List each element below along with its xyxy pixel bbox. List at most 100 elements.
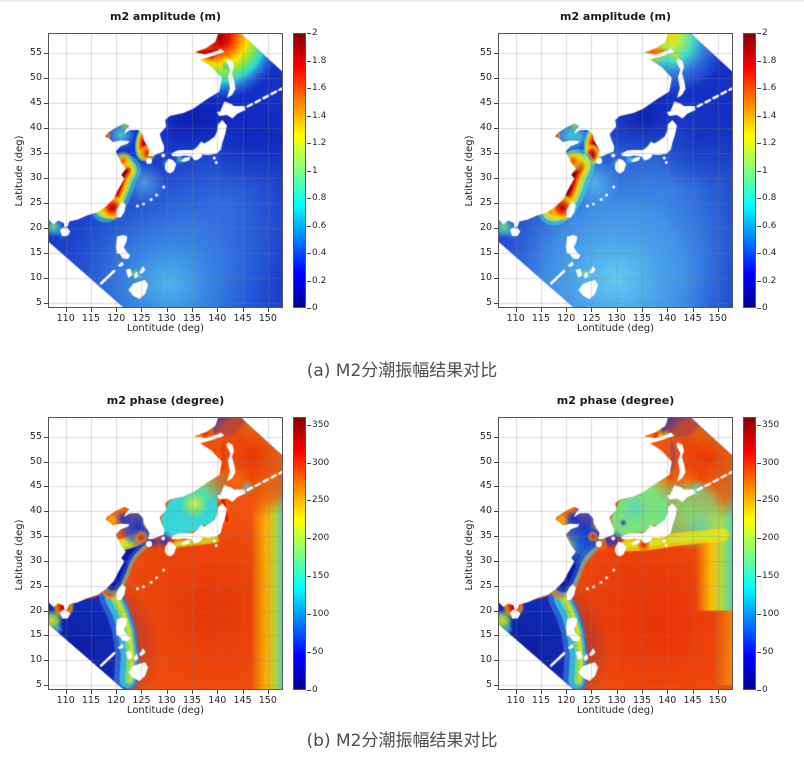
y-tick-label: 10 (29, 654, 42, 666)
x-tick-mark (217, 690, 219, 694)
colorbar-tick-label: 0 (762, 303, 768, 313)
colorbar-tick-mark (307, 143, 311, 144)
colorbar (293, 33, 306, 308)
x-tick-label: 140 (658, 313, 677, 324)
y-tick-label: 5 (485, 297, 492, 308)
x-tick-mark (616, 308, 618, 312)
x-tick-label: 145 (233, 695, 252, 706)
y-tick-label: 20 (479, 222, 492, 233)
y-tick-mark (44, 536, 48, 538)
x-tick-label: 150 (258, 695, 277, 706)
colorbar-tick-label: 0.2 (312, 275, 327, 286)
colorbar-tick-label: 150 (312, 571, 330, 582)
page-top-divider (0, 0, 804, 2)
colorbar-tick-mark (757, 253, 761, 254)
y-tick-mark (44, 228, 48, 229)
colorbar-tick-mark (307, 308, 311, 309)
x-tick-label: 115 (81, 695, 101, 706)
x-tick-mark (90, 308, 92, 312)
colorbar-tick-label: 1.6 (762, 83, 777, 93)
colorbar-tick-label: 0 (762, 685, 768, 695)
x-tick-mark (116, 308, 118, 312)
y-tick-label: 25 (29, 197, 42, 208)
y-tick-mark (44, 253, 48, 254)
colorbar-tick-mark (307, 60, 311, 62)
colorbar (743, 33, 756, 308)
y-tick-label: 30 (29, 554, 42, 566)
colorbar-tick-label: 100 (312, 609, 330, 620)
colorbar-tick-label: 200 (312, 533, 330, 544)
y-tick-mark (494, 178, 498, 179)
colorbar-tick-mark (757, 500, 761, 502)
colorbar-tick-label: 1.2 (312, 138, 327, 148)
colorbar-tick-mark (757, 225, 761, 227)
y-tick-mark (494, 53, 498, 54)
colorbar-tick-mark (757, 652, 761, 654)
colorbar-tick-label: 50 (312, 647, 324, 658)
y-tick-label: 55 (29, 430, 42, 442)
caption-b: (b) M2分潮振幅结果对比 (306, 731, 498, 751)
y-tick-label: 30 (479, 554, 492, 566)
y-tick-label: 25 (479, 579, 492, 591)
colorbar-tick-label: 1.8 (762, 55, 777, 66)
y-tick-label: 40 (479, 122, 492, 133)
x-tick-label: 110 (56, 695, 75, 706)
colorbar-tick-label: 0 (312, 685, 318, 695)
y-tick-mark (494, 128, 498, 129)
y-tick-label: 15 (29, 247, 42, 258)
colorbar-tick-mark (757, 614, 761, 616)
y-tick-mark (44, 303, 48, 304)
colorbar-tick-mark (307, 576, 311, 578)
x-tick-label: 110 (56, 313, 75, 324)
y-tick-mark (44, 203, 48, 204)
x-tick-mark (116, 690, 118, 694)
x-tick-label: 115 (81, 313, 101, 324)
x-tick-mark (692, 690, 694, 694)
y-tick-mark (494, 660, 498, 662)
colorbar-tick-label: 1.4 (762, 110, 777, 121)
x-tick-mark (192, 308, 194, 312)
x-tick-label: 120 (557, 695, 576, 706)
x-tick-label: 110 (506, 695, 525, 706)
colorbar-tick-label: 0.4 (312, 248, 327, 258)
caption-a: (a) M2分潮振幅结果对比 (306, 361, 498, 381)
y-tick-mark (494, 78, 498, 79)
colorbar-tick-label: 150 (762, 571, 780, 582)
colorbar-tick-mark (307, 690, 311, 691)
colorbar-tick-mark (757, 538, 761, 540)
plot-title: m2 amplitude (m) (109, 10, 221, 23)
x-tick-mark (267, 690, 269, 694)
y-tick-label: 35 (29, 147, 42, 158)
panel-phase-right: m2 phase (degree) Latitude (deg) Lontitu… (450, 384, 795, 739)
y-tick-mark (44, 560, 48, 562)
y-tick-mark (44, 486, 48, 488)
x-tick-mark (267, 308, 269, 312)
x-tick-label: 145 (683, 695, 702, 706)
y-tick-label: 50 (479, 455, 492, 467)
colorbar-tick-mark (307, 253, 311, 254)
y-tick-mark (494, 103, 498, 104)
x-tick-mark (242, 690, 244, 694)
colorbar-tick-mark (307, 538, 311, 540)
colorbar-tick-label: 1.8 (312, 55, 327, 66)
x-tick-label: 130 (607, 313, 626, 324)
colorbar-tick-mark (757, 88, 761, 89)
x-tick-label: 125 (582, 695, 601, 706)
y-tick-mark (44, 635, 48, 637)
x-tick-label: 130 (607, 695, 626, 706)
x-tick-label: 120 (107, 313, 126, 324)
map-canvas-phase-right (498, 417, 733, 690)
x-tick-label: 140 (208, 695, 227, 706)
x-tick-mark (566, 690, 568, 694)
y-tick-mark (44, 53, 48, 54)
y-tick-mark (494, 436, 498, 438)
y-tick-mark (494, 536, 498, 538)
y-tick-label: 35 (479, 530, 492, 542)
colorbar-tick-label: 50 (762, 647, 774, 658)
x-axis-label: Lontitude (deg) (576, 705, 655, 716)
x-tick-label: 125 (132, 695, 151, 706)
panel-phase-left: m2 phase (degree) Latitude (deg) Lontitu… (0, 384, 345, 739)
y-tick-label: 25 (479, 197, 492, 208)
colorbar-tick-label: 1.6 (312, 83, 327, 93)
colorbar-tick-mark (307, 170, 311, 172)
